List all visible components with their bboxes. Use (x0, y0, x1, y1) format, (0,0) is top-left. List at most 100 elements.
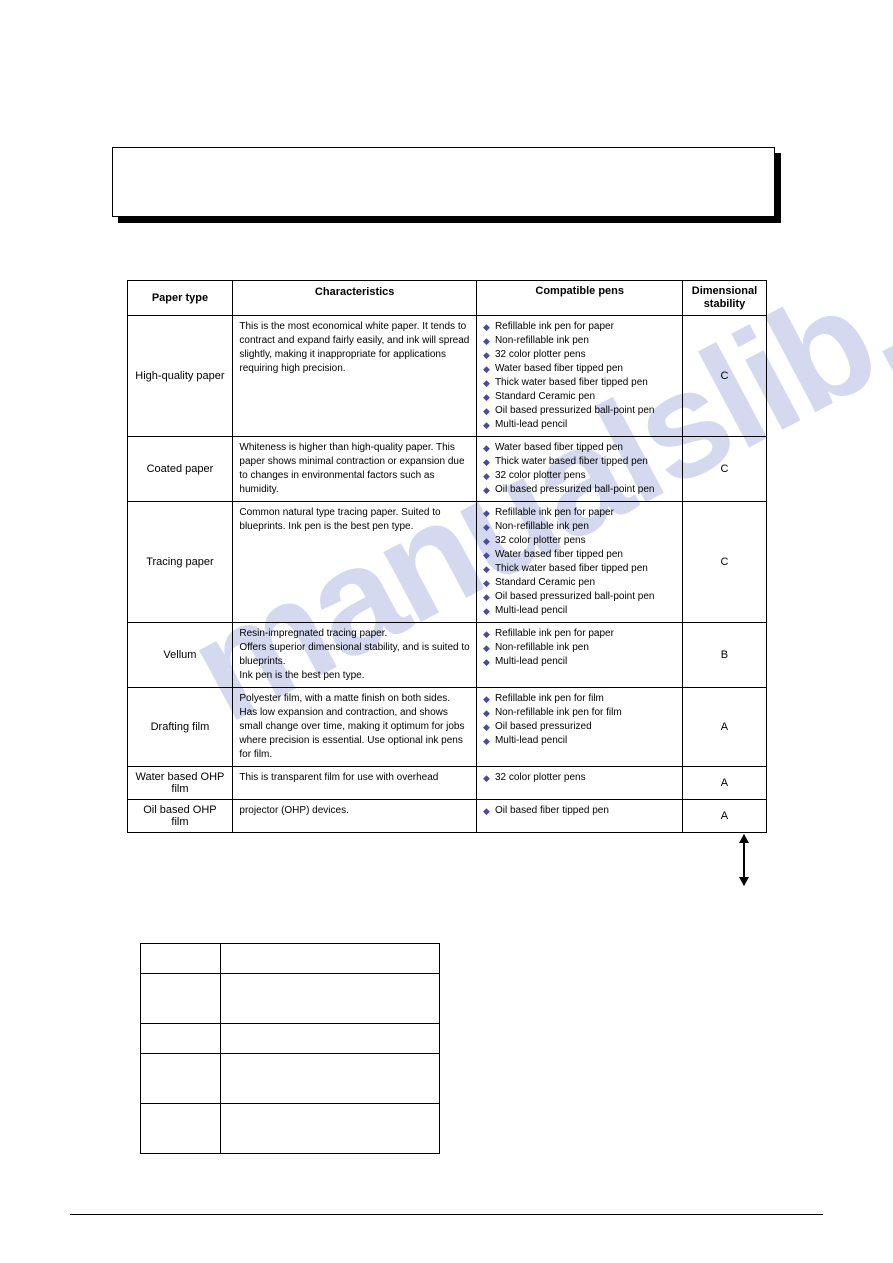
pen-name: Oil based pressurized ball-point pen (495, 483, 655, 497)
diamond-bullet-icon: ◆ (483, 605, 495, 618)
diamond-bullet-icon: ◆ (483, 591, 495, 604)
cell-characteristics: This is the most economical white paper.… (233, 316, 477, 437)
cell-paper-type: Coated paper (127, 437, 233, 502)
pen-list-item: ◆Refillable ink pen for paper (483, 627, 677, 641)
diamond-bullet-icon: ◆ (483, 535, 495, 548)
pen-name: Standard Ceramic pen (495, 390, 595, 404)
diamond-bullet-icon: ◆ (483, 772, 495, 785)
pen-name: 32 color plotter pens (495, 771, 586, 785)
diamond-bullet-icon: ◆ (483, 628, 495, 641)
cell-characteristics: Resin-impregnated tracing paper.Offers s… (233, 623, 477, 688)
cell-stability: A (683, 688, 766, 767)
pen-list-item: ◆Water based fiber tipped pen (483, 548, 677, 562)
diamond-bullet-icon: ◆ (483, 419, 495, 432)
header-characteristics: Characteristics (233, 281, 477, 316)
diamond-bullet-icon: ◆ (483, 456, 495, 469)
paper-compatibility-table: Paper type Characteristics Compatible pe… (127, 280, 767, 833)
diamond-bullet-icon: ◆ (483, 721, 495, 734)
cell-stability: C (683, 502, 766, 623)
diamond-bullet-icon: ◆ (483, 735, 495, 748)
diamond-bullet-icon: ◆ (483, 349, 495, 362)
stability-arrow-container (127, 843, 767, 903)
pen-list-item: ◆Water based fiber tipped pen (483, 441, 677, 455)
pen-list-item: ◆32 color plotter pens (483, 771, 677, 785)
pen-name: Multi-lead pencil (495, 604, 567, 618)
cell-paper-type: Vellum (127, 623, 233, 688)
diamond-bullet-icon: ◆ (483, 805, 495, 818)
pen-name: Water based fiber tipped pen (495, 362, 623, 376)
pen-name: Oil based pressurized (495, 720, 592, 734)
pen-name: Oil based fiber tipped pen (495, 804, 609, 818)
table-row: Water based OHP filmThis is transparent … (127, 767, 766, 800)
cell-paper-type: Oil based OHP film (127, 800, 233, 833)
cell-compatible-pens: ◆Refillable ink pen for paper◆Non-refill… (476, 502, 683, 623)
pen-name: Thick water based fiber tipped pen (495, 455, 648, 469)
vertical-double-arrow-icon (743, 835, 745, 885)
diamond-bullet-icon: ◆ (483, 470, 495, 483)
pen-list-item: ◆Oil based pressurized (483, 720, 677, 734)
pen-list-item: ◆Refillable ink pen for paper (483, 320, 677, 334)
cell-compatible-pens: ◆32 color plotter pens (476, 767, 683, 800)
diamond-bullet-icon: ◆ (483, 693, 495, 706)
pen-name: Refillable ink pen for paper (495, 627, 614, 641)
cell-characteristics: Whiteness is higher than high-quality pa… (233, 437, 477, 502)
header-paper-type: Paper type (127, 281, 233, 316)
header-dimensional-stability: Dimensional stability (683, 281, 766, 316)
table-row: VellumResin-impregnated tracing paper.Of… (127, 623, 766, 688)
diamond-bullet-icon: ◆ (483, 563, 495, 576)
cell-compatible-pens: ◆Oil based fiber tipped pen (476, 800, 683, 833)
pen-name: Refillable ink pen for paper (495, 506, 614, 520)
pen-name: Thick water based fiber tipped pen (495, 562, 648, 576)
cell-compatible-pens: ◆Refillable ink pen for paper◆Non-refill… (476, 623, 683, 688)
pen-list-item: ◆Oil based pressurized ball-point pen (483, 483, 677, 497)
pen-name: 32 color plotter pens (495, 469, 586, 483)
pen-name: Oil based pressurized ball-point pen (495, 404, 655, 418)
pen-list-item: ◆Oil based fiber tipped pen (483, 804, 677, 818)
cell-compatible-pens: ◆Refillable ink pen for film◆Non-refilla… (476, 688, 683, 767)
table-row: High-quality paperThis is the most econo… (127, 316, 766, 437)
pen-name: Multi-lead pencil (495, 418, 567, 432)
table-row: Oil based OHP filmprojector (OHP) device… (127, 800, 766, 833)
pen-name: Refillable ink pen for film (495, 692, 604, 706)
cell-stability: A (683, 800, 766, 833)
pen-name: Oil based pressurized ball-point pen (495, 590, 655, 604)
diamond-bullet-icon: ◆ (483, 577, 495, 590)
pen-name: Non-refillable ink pen for film (495, 706, 622, 720)
pen-name: Multi-lead pencil (495, 655, 567, 669)
pen-list-item: ◆Non-refillable ink pen (483, 334, 677, 348)
cell-compatible-pens: ◆Refillable ink pen for paper◆Non-refill… (476, 316, 683, 437)
header-box (115, 150, 778, 220)
footer-divider (70, 1214, 823, 1215)
pen-name: Refillable ink pen for paper (495, 320, 614, 334)
pen-list-item: ◆Thick water based fiber tipped pen (483, 376, 677, 390)
pen-list-item: ◆Thick water based fiber tipped pen (483, 562, 677, 576)
pen-list-item: ◆Oil based pressurized ball-point pen (483, 404, 677, 418)
cell-characteristics: Polyester film, with a matte finish on b… (233, 688, 477, 767)
diamond-bullet-icon: ◆ (483, 484, 495, 497)
diamond-bullet-icon: ◆ (483, 656, 495, 669)
pen-list-item: ◆Refillable ink pen for film (483, 692, 677, 706)
diamond-bullet-icon: ◆ (483, 335, 495, 348)
pen-name: 32 color plotter pens (495, 348, 586, 362)
diamond-bullet-icon: ◆ (483, 321, 495, 334)
cell-compatible-pens: ◆Water based fiber tipped pen◆Thick wate… (476, 437, 683, 502)
pen-list-item: ◆Refillable ink pen for paper (483, 506, 677, 520)
cell-stability: B (683, 623, 766, 688)
pen-list-item: ◆Standard Ceramic pen (483, 390, 677, 404)
pen-list-item: ◆Thick water based fiber tipped pen (483, 455, 677, 469)
cell-paper-type: Water based OHP film (127, 767, 233, 800)
pen-list-item: ◆Standard Ceramic pen (483, 576, 677, 590)
blank-table (140, 943, 440, 1154)
pen-name: Standard Ceramic pen (495, 576, 595, 590)
diamond-bullet-icon: ◆ (483, 363, 495, 376)
pen-name: Non-refillable ink pen (495, 520, 589, 534)
diamond-bullet-icon: ◆ (483, 442, 495, 455)
pen-list-item: ◆Multi-lead pencil (483, 655, 677, 669)
table-row: Coated paperWhiteness is higher than hig… (127, 437, 766, 502)
cell-paper-type: High-quality paper (127, 316, 233, 437)
pen-list-item: ◆Non-refillable ink pen for film (483, 706, 677, 720)
diamond-bullet-icon: ◆ (483, 642, 495, 655)
pen-name: Multi-lead pencil (495, 734, 567, 748)
cell-characteristics: Common natural type tracing paper. Suite… (233, 502, 477, 623)
pen-list-item: ◆Non-refillable ink pen (483, 520, 677, 534)
